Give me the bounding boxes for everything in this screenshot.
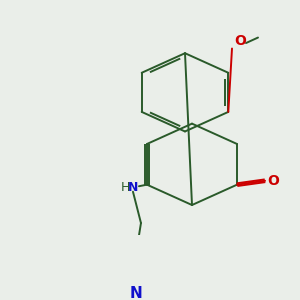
Text: H: H xyxy=(120,181,130,194)
Text: O: O xyxy=(267,174,279,188)
Text: N: N xyxy=(130,286,142,300)
Text: O: O xyxy=(234,34,246,49)
Text: N: N xyxy=(128,181,138,194)
